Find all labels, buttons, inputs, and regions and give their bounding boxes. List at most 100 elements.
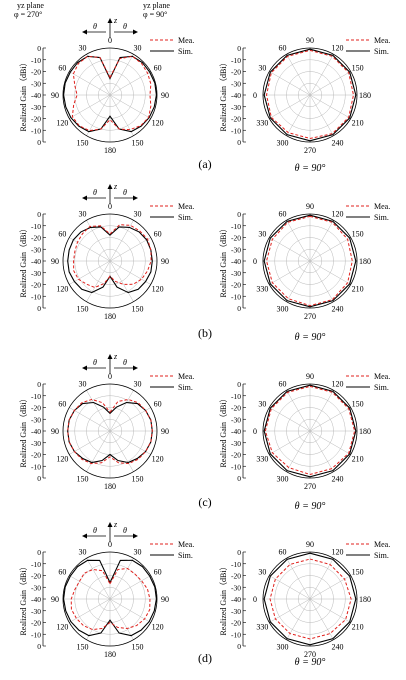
azimuth-radial-tick-label: -20 bbox=[231, 451, 241, 460]
theta-right-arrowhead bbox=[133, 365, 138, 371]
grid-spoke bbox=[86, 54, 111, 96]
yz-sim-curve bbox=[63, 55, 157, 133]
yz-radial-tick-label: 0 bbox=[37, 304, 41, 313]
yz-radial-tick-label: -30 bbox=[31, 415, 41, 424]
yz-mea-curve bbox=[71, 55, 152, 132]
azimuth-angle-label: 180 bbox=[359, 91, 371, 100]
elevation-angle-label: 120 bbox=[152, 119, 164, 128]
elevation-angle-label: 120 bbox=[152, 455, 164, 464]
grid-spoke bbox=[109, 430, 134, 472]
panel-label: (a) bbox=[198, 157, 211, 171]
yz-plane-plot: 0 30 60 90 120 150 180 150 120 90 60 30 0 -10 -20 -30 -4… bbox=[19, 352, 194, 491]
azimuth-angle-label: 60 bbox=[279, 547, 287, 556]
azimuth-radial-tick-label: -20 bbox=[231, 281, 241, 290]
grid-spoke bbox=[286, 390, 311, 432]
azimuth-radial-tick-label: -20 bbox=[231, 404, 241, 413]
azimuth-angle-label: 210 bbox=[352, 285, 364, 294]
yz-radial-tick-label: -30 bbox=[31, 79, 41, 88]
yz-radial-tick-label: -30 bbox=[31, 439, 41, 448]
grid-spoke bbox=[286, 220, 311, 262]
theta-left-arrowhead bbox=[82, 29, 87, 35]
azimuth-angle-label: 60 bbox=[279, 379, 287, 388]
elevation-angle-label: 0 bbox=[108, 202, 112, 211]
azimuth-angle-label: 240 bbox=[332, 305, 344, 314]
azimuth-angle-label: 120 bbox=[332, 547, 344, 556]
grid-spoke bbox=[309, 260, 351, 285]
elevation-angle-label: 180 bbox=[104, 146, 116, 155]
elevation-angle-label: 120 bbox=[152, 623, 164, 632]
azimuth-radial-tick-label: -30 bbox=[231, 415, 241, 424]
z-axis-label: z bbox=[113, 16, 118, 25]
yz-radial-tick-label: -30 bbox=[31, 103, 41, 112]
yz-mea-curve bbox=[67, 398, 153, 465]
azimuth-radial-tick-label: -30 bbox=[231, 245, 241, 254]
theta-right-label: θ bbox=[123, 526, 127, 535]
elevation-angle-label: 60 bbox=[58, 230, 66, 239]
legend-sim-label: Sim. bbox=[374, 551, 389, 560]
yz-radial-tick-label: -30 bbox=[31, 583, 41, 592]
azimuth-angle-label: 300 bbox=[277, 305, 289, 314]
grid-spoke bbox=[109, 407, 151, 432]
grid-spoke bbox=[86, 260, 111, 302]
azimuth-angle-label: 30 bbox=[258, 64, 266, 73]
yz-radial-tick-label: 0 bbox=[37, 210, 41, 219]
outer-ring bbox=[262, 383, 358, 479]
elevation-angle-label: 60 bbox=[154, 64, 162, 73]
figure-header: yz plane φ = 270° yz plane φ = 90° bbox=[14, 1, 170, 19]
azimuth-angle-label: 180 bbox=[359, 595, 371, 604]
azimuth-radial-tick-label: -20 bbox=[231, 619, 241, 628]
elevation-angle-label: 0 bbox=[108, 372, 112, 381]
azimuth-radial-tick-label: -20 bbox=[231, 572, 241, 581]
elevation-angle-label: 120 bbox=[56, 455, 68, 464]
azimuth-radial-tick-label: -10 bbox=[231, 126, 241, 135]
yz-radial-tick-label: -10 bbox=[31, 462, 41, 471]
elevation-angle-label: 30 bbox=[134, 43, 142, 52]
grid-spoke bbox=[86, 390, 111, 432]
grid-spoke bbox=[309, 94, 351, 119]
grid-spoke bbox=[269, 407, 311, 432]
yz-plane-plot: 0 30 60 90 120 150 180 150 120 90 60 30 0 -10 -20 -30 -4… bbox=[19, 16, 194, 155]
azimuth-radial-tick-label: -30 bbox=[231, 79, 241, 88]
azimuth-angle-label: 120 bbox=[332, 209, 344, 218]
theta-right-arrowhead bbox=[133, 29, 138, 35]
azimuth-radial-tick-label: -40 bbox=[231, 91, 241, 100]
azimuth-radial-tick-label: -10 bbox=[231, 56, 241, 65]
yz-radial-tick-label: -10 bbox=[31, 560, 41, 569]
azimuth-radial-tick-label: -10 bbox=[231, 392, 241, 401]
yz-radial-tick-label: -10 bbox=[31, 56, 41, 65]
azimuth-radial-tick-label: -10 bbox=[231, 222, 241, 231]
grid-spoke bbox=[269, 598, 311, 623]
azimuth-radial-tick-label: 0 bbox=[237, 474, 241, 483]
azimuth-radial-ylabel: Realized Gain（dBi） bbox=[219, 562, 228, 635]
azimuth-angle-label: 210 bbox=[352, 623, 364, 632]
legend-sim-label: Sim. bbox=[374, 47, 389, 56]
grid-spoke bbox=[69, 94, 111, 119]
theta-right-arrowhead bbox=[133, 533, 138, 539]
azimuth-radial-tick-label: -40 bbox=[231, 427, 241, 436]
elevation-angle-label: 90 bbox=[161, 257, 169, 266]
azimuth-angle-label: 330 bbox=[256, 285, 268, 294]
azimuth-angle-label: 180 bbox=[359, 257, 371, 266]
z-arrowhead bbox=[107, 522, 113, 527]
azimuth-caption: θ = 90° bbox=[295, 657, 326, 668]
grid-spoke bbox=[309, 94, 334, 136]
legend-mea-label: Mea. bbox=[178, 202, 194, 211]
azimuth-caption: θ = 90° bbox=[295, 163, 326, 174]
grid-spoke bbox=[309, 237, 351, 262]
azimuth-radial-tick-label: 0 bbox=[237, 210, 241, 219]
elevation-angle-label: 30 bbox=[134, 209, 142, 218]
azimuth-angle-label: 120 bbox=[332, 43, 344, 52]
yz-radial-tick-label: 0 bbox=[37, 138, 41, 147]
legend-mea-label: Mea. bbox=[178, 36, 194, 45]
elevation-angle-label: 60 bbox=[58, 568, 66, 577]
azimuth-angle-label: 240 bbox=[332, 139, 344, 148]
azimuth-angle-label: 210 bbox=[352, 119, 364, 128]
azimuth-radial-tick-label: -30 bbox=[231, 269, 241, 278]
yz-radial-tick-label: -20 bbox=[31, 281, 41, 290]
yz-plane-plot: 0 30 60 90 120 150 180 150 120 90 60 30 0 -10 -20 -30 -4… bbox=[19, 182, 194, 321]
azimuth-radial-tick-label: -30 bbox=[231, 607, 241, 616]
azimuth-angle-label: 300 bbox=[277, 643, 289, 652]
elevation-angle-label: 120 bbox=[152, 285, 164, 294]
grid-spoke bbox=[309, 430, 334, 472]
